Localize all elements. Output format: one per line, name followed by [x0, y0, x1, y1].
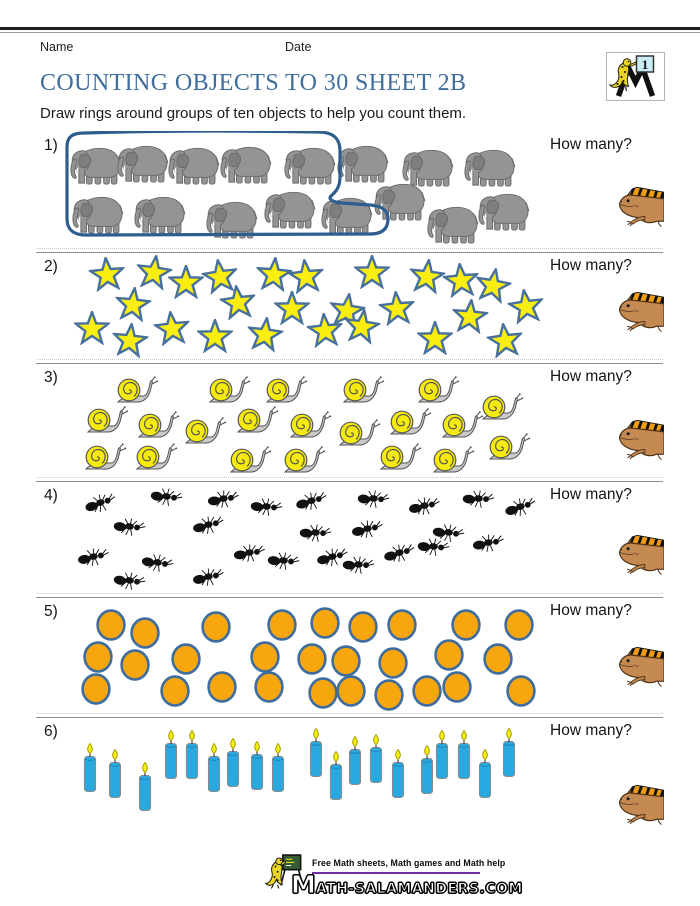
problem-number: 1)	[44, 137, 58, 154]
footer-tagline: Free Math sheets, Math games and Math he…	[312, 858, 506, 868]
footer: Free Math sheets, Math games and Math he…	[264, 853, 523, 905]
objects-elephants	[65, 131, 530, 244]
lizard-icon	[618, 290, 664, 332]
problem-number: 6)	[44, 723, 58, 740]
page-title: COUNTING OBJECTS TO 30 SHEET 2B	[40, 70, 467, 96]
problem-number: 4)	[44, 487, 58, 504]
how-many-label: How many?	[550, 257, 632, 274]
wordmark-initial: M	[290, 869, 316, 899]
problem-row-3: 3) How many?	[0, 359, 700, 481]
problem-row-2: 2) How many?	[0, 248, 700, 363]
footer-rule	[312, 872, 480, 874]
lizard-icon	[618, 533, 664, 575]
salamander-badge-icon	[607, 53, 664, 100]
problem-row-1: 1) How many?	[0, 131, 700, 252]
how-many-label: How many?	[550, 486, 632, 503]
site-wordmark: MATH-SALAMANDERS.COM	[290, 869, 523, 899]
how-many-label: How many?	[550, 722, 632, 739]
lizard-icon	[618, 418, 664, 460]
problem-number: 2)	[44, 258, 58, 275]
lizard-icon	[618, 783, 664, 825]
problem-number: 3)	[44, 369, 58, 386]
lizard-icon	[618, 645, 664, 687]
problem-row-5: 5) How many?	[0, 593, 700, 717]
date-label: Date	[285, 40, 312, 54]
how-many-label: How many?	[550, 368, 632, 385]
problem-row-6: 6) How many?	[0, 713, 700, 855]
how-many-label: How many?	[550, 136, 632, 153]
problem-number: 5)	[44, 603, 58, 620]
top-rule	[0, 27, 700, 30]
corner-logo	[606, 52, 665, 101]
problem-row-4: 4) How many?	[0, 477, 700, 597]
how-many-label: How many?	[550, 602, 632, 619]
name-label: Name	[40, 40, 74, 54]
instructions: Draw rings around groups of ten objects …	[40, 105, 467, 122]
ring-of-ten	[65, 131, 390, 237]
lizard-icon	[618, 185, 664, 227]
wordmark-rest: ATH-SALAMANDERS.COM	[315, 880, 523, 897]
top-rule-shadow	[0, 32, 700, 33]
